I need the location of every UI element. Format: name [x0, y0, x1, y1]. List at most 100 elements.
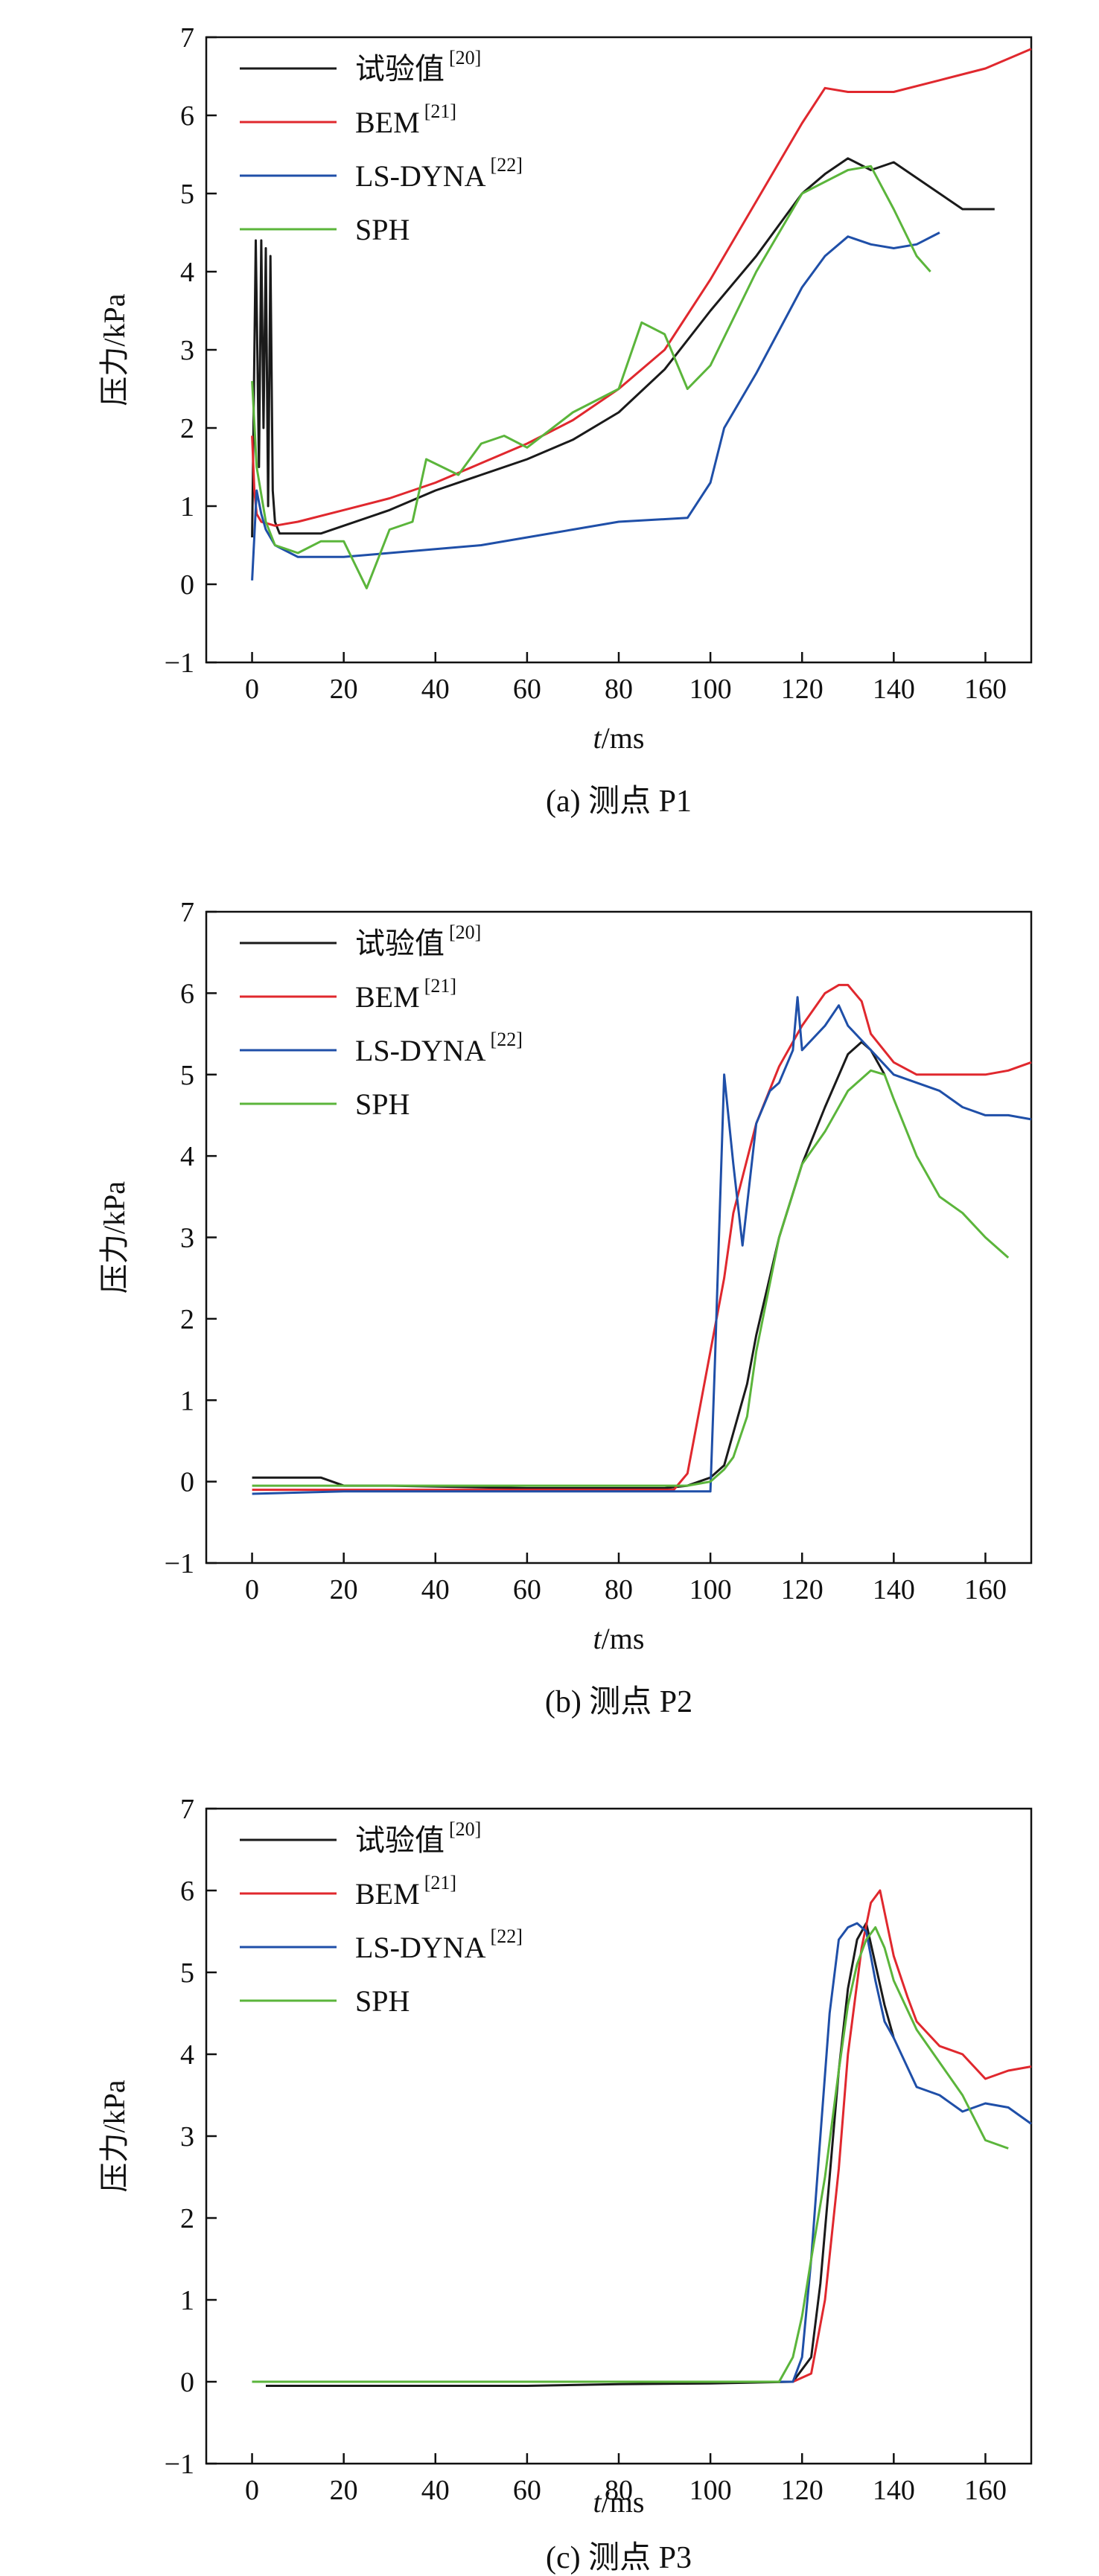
series-line-4: [252, 1069, 1010, 1487]
plot-frame: [205, 1807, 1033, 2465]
y-tick-label: 0: [180, 569, 194, 601]
legend-ref-1: [20]: [449, 47, 481, 68]
y-axis-label: 压力/kPa: [98, 2080, 131, 2192]
series-line-4: [251, 164, 931, 589]
legend-label-2: BEM: [355, 1877, 420, 1911]
x-axis-label-unit: /ms: [602, 1622, 645, 1655]
x-tick-label: 140: [873, 1574, 915, 1605]
x-tick-label: 60: [513, 674, 541, 705]
legend-label-3: LS-DYNA: [355, 1034, 486, 1067]
x-tick-label: 100: [689, 1574, 732, 1605]
y-tick-label: 7: [180, 1794, 194, 1825]
y-tick-label: 3: [180, 335, 194, 366]
series-line-1: [252, 1041, 886, 1489]
legend-ref-1: [20]: [449, 1818, 481, 1840]
panel-caption: (c) 测点 P3: [546, 2541, 692, 2575]
y-tick-label: 6: [180, 1876, 194, 1907]
y-tick-label: 4: [180, 257, 194, 288]
panel-caption: (a) 测点 P1: [546, 784, 692, 819]
x-tick-label: 20: [330, 674, 358, 705]
x-axis-label: t/ms: [593, 1622, 645, 1655]
y-tick-label: 2: [180, 413, 194, 444]
y-tick-label: 1: [180, 2285, 194, 2316]
x-tick-label: 160: [964, 674, 1007, 705]
x-axis-label-unit: /ms: [602, 2485, 645, 2519]
y-tick-label: 1: [180, 491, 194, 522]
legend-label-1: 试验值: [355, 52, 445, 86]
legend-label-1: 试验值: [355, 1824, 445, 1857]
x-tick-label: 120: [781, 674, 824, 705]
legend-label-2: BEM: [355, 106, 420, 139]
x-axis-label: t/ms: [593, 721, 645, 755]
x-tick-label: 160: [964, 2475, 1007, 2506]
y-tick-label: 0: [180, 2367, 194, 2398]
y-tick-label: 5: [180, 1060, 194, 1091]
y-axis-label: 压力/kPa: [98, 1181, 131, 1294]
x-axis-label-var: t: [593, 2485, 602, 2519]
legend-label-2: BEM: [355, 980, 420, 1014]
x-axis-label-unit: /ms: [602, 721, 645, 755]
chart-panel-a: −1 0 1 2 3 4 5 6 7 0 20 40 60 80 100 120 140 160 压力/kPa t/m…: [98, 22, 1033, 819]
panel-caption: (b) 测点 P2: [545, 1685, 692, 1719]
series-line-2: [251, 48, 1032, 527]
chart-panel-b: −1 0 1 2 3 4 5 6 7 0 20 40 60 80 100 120 140 160 压力/kPa t/m…: [98, 897, 1033, 1719]
x-axis-label: t/ms: [593, 2485, 645, 2519]
x-tick-label: 80: [605, 1574, 633, 1605]
legend-label-3: LS-DYNA: [355, 159, 486, 193]
y-tick-label: 0: [180, 1467, 194, 1498]
y-tick-label: 3: [180, 2121, 194, 2152]
legend-label-4: SPH: [355, 213, 410, 246]
legend-ref-3: [22]: [491, 154, 523, 176]
y-tick-label: 6: [180, 100, 194, 132]
x-tick-label: 100: [689, 2475, 732, 2506]
y-tick-label: 5: [180, 1957, 194, 1989]
y-axis-label: 压力/kPa: [98, 293, 131, 406]
x-tick-label: 20: [330, 1574, 358, 1605]
x-tick-label: 160: [964, 1574, 1007, 1605]
x-tick-label: 60: [513, 1574, 541, 1605]
series-line-1: [251, 157, 995, 538]
x-tick-label: 20: [330, 2475, 358, 2506]
x-tick-label: 40: [421, 1574, 450, 1605]
x-tick-label: 140: [873, 2475, 915, 2506]
x-tick-label: 0: [245, 1574, 259, 1605]
y-tick-label: 1: [180, 1385, 194, 1416]
x-tick-label: 140: [873, 674, 915, 705]
series-line-3: [251, 231, 940, 581]
x-tick-label: 120: [781, 2475, 824, 2506]
y-tick-label: 4: [180, 1141, 194, 1172]
legend-label-4: SPH: [355, 1087, 410, 1121]
legend-ref-3: [22]: [491, 1029, 523, 1050]
x-tick-label: 100: [689, 674, 732, 705]
legend-label-4: SPH: [355, 1984, 410, 2018]
y-tick-label: 5: [180, 179, 194, 210]
y-tick-label: 7: [180, 22, 194, 54]
legend-ref-2: [21]: [424, 975, 456, 997]
y-tick-label: −1: [165, 648, 194, 679]
legend-label-1: 试验值: [355, 927, 445, 960]
y-tick-label: 2: [180, 2203, 194, 2234]
x-tick-label: 0: [245, 2475, 259, 2506]
y-tick-label: 4: [180, 2039, 194, 2071]
x-tick-label: 80: [605, 2475, 633, 2506]
series-line-3: [252, 996, 1032, 1495]
y-tick-label: −1: [165, 1548, 194, 1579]
x-tick-label: 0: [245, 674, 259, 705]
series-line-4: [252, 1926, 1009, 2383]
y-tick-label: −1: [165, 2449, 194, 2480]
series-line-2: [252, 1889, 1032, 2383]
legend-ref-3: [22]: [491, 1925, 523, 1947]
x-tick-label: 40: [421, 2475, 450, 2506]
y-tick-label: 2: [180, 1304, 194, 1335]
legend-ref-2: [21]: [424, 1872, 456, 1893]
x-tick-label: 80: [605, 674, 633, 705]
x-axis-label-var: t: [593, 721, 602, 755]
y-tick-label: 3: [180, 1223, 194, 1254]
legend-ref-1: [20]: [449, 921, 481, 943]
x-tick-label: 120: [781, 1574, 824, 1605]
y-tick-label: 6: [180, 978, 194, 1009]
x-tick-label: 40: [421, 674, 450, 705]
chart-panel-c: −1 0 1 2 3 4 5 6 7 0 20 40 60 80 100 120 140 160 压力/kPa t/m…: [98, 1794, 1033, 2575]
legend-ref-2: [21]: [424, 100, 456, 122]
